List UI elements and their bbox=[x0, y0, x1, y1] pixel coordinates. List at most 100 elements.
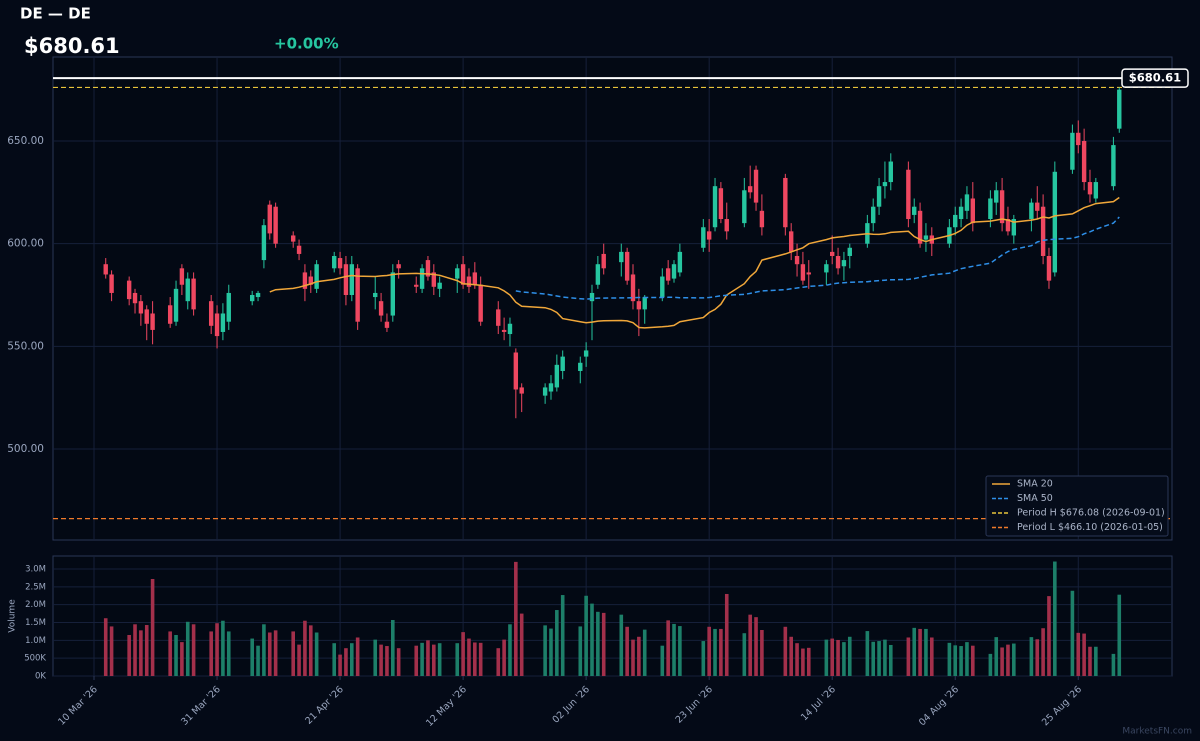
volume-bar bbox=[836, 639, 840, 676]
candle-body bbox=[226, 292, 231, 322]
legend-label: SMA 50 bbox=[1017, 493, 1053, 504]
volume-tick-label: 500K bbox=[24, 654, 46, 664]
volume-tick-label: 3.0M bbox=[25, 565, 46, 575]
candle-body bbox=[308, 276, 313, 285]
volume-bar bbox=[291, 631, 296, 676]
candle-body bbox=[173, 288, 179, 322]
candle-body bbox=[378, 301, 384, 316]
volume-bar bbox=[1070, 590, 1075, 676]
candle-body bbox=[583, 350, 589, 357]
volume-bar bbox=[209, 631, 213, 676]
header-price: $680.61 bbox=[24, 34, 120, 58]
volume-bar bbox=[947, 642, 952, 676]
legend-box bbox=[985, 475, 1169, 537]
volume-bar bbox=[1000, 647, 1004, 676]
candle-body bbox=[314, 264, 319, 289]
candle-body bbox=[507, 323, 513, 335]
volume-bar bbox=[965, 642, 969, 676]
candle-body bbox=[1052, 171, 1058, 273]
volume-bar bbox=[127, 634, 131, 676]
volume-bar bbox=[824, 639, 829, 676]
candle-body bbox=[724, 219, 729, 232]
volume-bar bbox=[560, 595, 565, 676]
volume-bar bbox=[795, 643, 799, 676]
volume-bar bbox=[625, 626, 629, 676]
x-tick-label: 04 Aug '26 bbox=[917, 684, 961, 728]
volume-axis-label: Volume bbox=[8, 599, 18, 633]
x-tick-label: 02 Jun '26 bbox=[551, 684, 592, 725]
last-price-tag bbox=[1121, 68, 1189, 88]
candle-body bbox=[208, 301, 214, 326]
volume-bar bbox=[801, 648, 805, 676]
candle-body bbox=[478, 284, 483, 322]
candle-body bbox=[958, 206, 964, 220]
candle-body bbox=[126, 280, 132, 300]
volume-bar bbox=[1094, 646, 1098, 676]
change-label: +0.00% bbox=[274, 35, 339, 53]
candle-body bbox=[794, 255, 800, 265]
candle-body bbox=[291, 235, 296, 242]
volume-bar bbox=[713, 628, 717, 676]
x-tick-label: 25 Aug '26 bbox=[1040, 684, 1084, 728]
volume-bar bbox=[226, 631, 231, 676]
candle-body bbox=[953, 214, 958, 228]
volume-bar bbox=[631, 639, 635, 676]
candle-body bbox=[167, 305, 173, 324]
volume-bar bbox=[1029, 637, 1034, 676]
volume-bar bbox=[150, 579, 155, 676]
candle-body bbox=[437, 282, 442, 289]
candle-body bbox=[138, 301, 144, 314]
volume-bar bbox=[971, 645, 975, 676]
volume-bar bbox=[496, 648, 501, 676]
candle-body bbox=[185, 278, 190, 302]
candle-body bbox=[642, 297, 647, 310]
candle-body bbox=[519, 387, 524, 394]
volume-bar bbox=[185, 621, 190, 676]
candle-body bbox=[472, 272, 478, 285]
sma-line bbox=[269, 196, 1120, 329]
volume-bar bbox=[918, 628, 922, 676]
candle-body bbox=[665, 268, 671, 281]
volume-bar bbox=[883, 639, 887, 676]
volume-bar bbox=[754, 617, 758, 676]
volume-bar bbox=[174, 634, 178, 676]
volume-bar bbox=[929, 637, 934, 676]
volume-bar bbox=[842, 642, 846, 676]
candle-body bbox=[501, 329, 507, 332]
candle-body bbox=[806, 272, 811, 275]
candle-body bbox=[273, 206, 278, 244]
candle-body bbox=[888, 161, 893, 183]
volume-bar bbox=[267, 632, 272, 676]
volume-bar bbox=[297, 644, 301, 676]
candle-body bbox=[624, 251, 630, 281]
volume-bar bbox=[642, 629, 647, 676]
volume-bar bbox=[168, 631, 172, 676]
volume-bar bbox=[806, 647, 811, 676]
candle-body bbox=[513, 352, 519, 390]
last-price-tag-label: $680.61 bbox=[1129, 71, 1181, 85]
candle-body bbox=[425, 260, 431, 277]
volume-bar bbox=[473, 642, 477, 676]
volume-bar bbox=[584, 595, 588, 676]
legend-label: SMA 20 bbox=[1017, 479, 1053, 490]
candle-body bbox=[296, 245, 302, 254]
volume-tick-label: 2.5M bbox=[25, 582, 46, 592]
volume-bar bbox=[959, 646, 963, 676]
candle-body bbox=[1087, 182, 1093, 195]
volume-bar bbox=[760, 629, 764, 676]
candle-body bbox=[1070, 132, 1075, 170]
candle-body bbox=[747, 186, 753, 193]
candle-body bbox=[1046, 255, 1052, 281]
candle-body bbox=[595, 264, 601, 285]
candle-body bbox=[214, 313, 220, 337]
x-tick-label: 23 Jun '26 bbox=[674, 684, 715, 725]
volume-bar bbox=[1035, 639, 1040, 676]
volume-bar bbox=[139, 630, 143, 676]
candle-body bbox=[964, 194, 970, 211]
volume-bar bbox=[273, 630, 278, 676]
candle-body bbox=[349, 264, 354, 296]
candle-body bbox=[1093, 182, 1099, 199]
candle-body bbox=[390, 272, 396, 316]
candle-body bbox=[619, 251, 624, 263]
candle-body bbox=[876, 186, 882, 207]
